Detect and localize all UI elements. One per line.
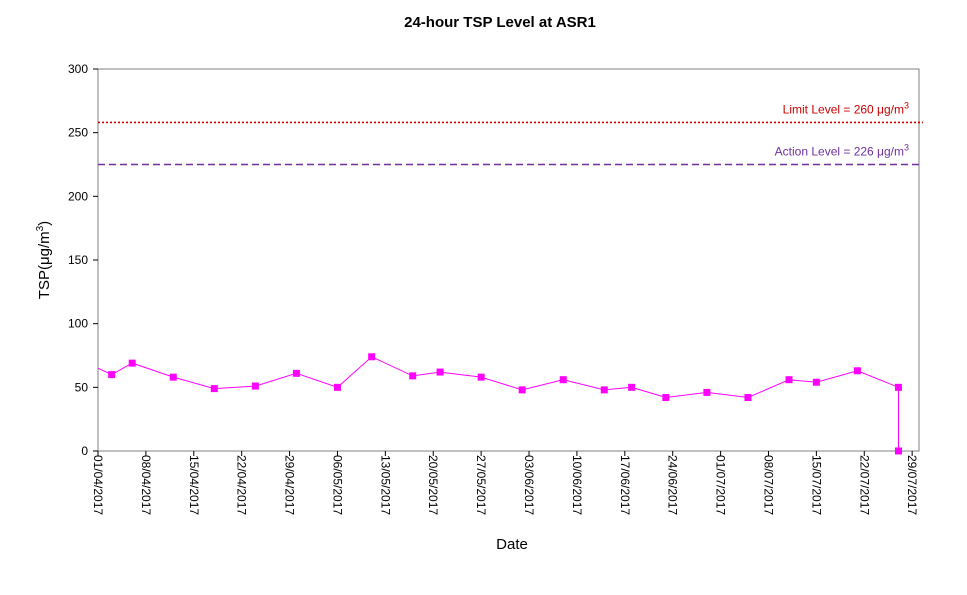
x-tick-label: 22/07/2017 xyxy=(857,455,871,515)
data-point xyxy=(436,368,444,376)
data-point xyxy=(600,386,608,394)
series-line xyxy=(97,356,899,451)
x-axis: 01/04/2017 08/04/2017 15/04/2017 22/04/2017… xyxy=(91,451,919,515)
reference-lines: Limit Level = 260 μg/m3 Action Level = 22… xyxy=(98,100,923,166)
data-point xyxy=(169,373,177,381)
x-tick-label: 22/04/2017 xyxy=(235,455,249,515)
x-tick-label: 13/05/2017 xyxy=(378,455,392,515)
data-point xyxy=(894,383,902,391)
data-point xyxy=(894,447,902,455)
x-tick-label: 27/05/2017 xyxy=(474,455,488,515)
y-axis-label: TSP(μg/m3) xyxy=(35,221,53,299)
data-point xyxy=(128,359,136,367)
x-tick-label: 15/04/2017 xyxy=(187,455,201,515)
x-tick-label: 29/04/2017 xyxy=(283,455,297,515)
x-tick-label: 08/07/2017 xyxy=(761,455,775,515)
x-tick-label: 20/05/2017 xyxy=(426,455,440,515)
y-tick-label: 200 xyxy=(68,189,88,203)
data-point xyxy=(409,372,417,380)
y-tick-label: 50 xyxy=(75,380,89,394)
x-tick-label: 17/06/2017 xyxy=(618,455,632,515)
data-point xyxy=(108,371,116,379)
data-point xyxy=(703,388,711,396)
data-point xyxy=(251,382,259,390)
data-point xyxy=(559,376,567,384)
series-group xyxy=(97,353,902,455)
x-axis-label: Date xyxy=(496,536,528,553)
x-tick-label: 10/06/2017 xyxy=(570,455,584,515)
chart-title: 24-hour TSP Level at ASR1 xyxy=(404,14,596,31)
data-point xyxy=(744,394,752,402)
reference-line-label: Action Level = 226 μg/m3 xyxy=(775,143,909,159)
reference-line-label: Limit Level = 260 μg/m3 xyxy=(783,100,909,116)
data-point xyxy=(210,385,218,393)
x-tick-label: 15/07/2017 xyxy=(809,455,823,515)
data-point xyxy=(812,378,820,386)
data-point xyxy=(628,383,636,391)
data-point xyxy=(662,394,670,402)
data-point xyxy=(853,367,861,375)
y-tick-label: 300 xyxy=(68,62,88,76)
data-point xyxy=(477,373,485,381)
y-tick-label: 100 xyxy=(68,317,88,331)
plot-area xyxy=(97,68,920,452)
x-tick-label: 06/05/2017 xyxy=(330,455,344,515)
x-tick-label: 01/07/2017 xyxy=(714,455,728,515)
plot-frame xyxy=(97,68,920,452)
data-point xyxy=(333,383,341,391)
x-tick-label: 01/04/2017 xyxy=(91,455,105,515)
y-tick-label: 150 xyxy=(68,253,88,267)
y-axis: 0 50 100 150 200 250 300 xyxy=(68,62,98,458)
x-tick-label: 03/06/2017 xyxy=(522,455,536,515)
x-tick-label: 24/06/2017 xyxy=(666,455,680,515)
x-tick-label: 29/07/2017 xyxy=(905,455,919,515)
y-tick-label: 250 xyxy=(68,126,88,140)
data-point xyxy=(368,353,376,361)
data-point xyxy=(785,376,793,384)
y-tick-label: 0 xyxy=(81,444,88,458)
x-tick-label: 08/04/2017 xyxy=(139,455,153,515)
data-point xyxy=(518,386,526,394)
data-point xyxy=(292,369,300,377)
